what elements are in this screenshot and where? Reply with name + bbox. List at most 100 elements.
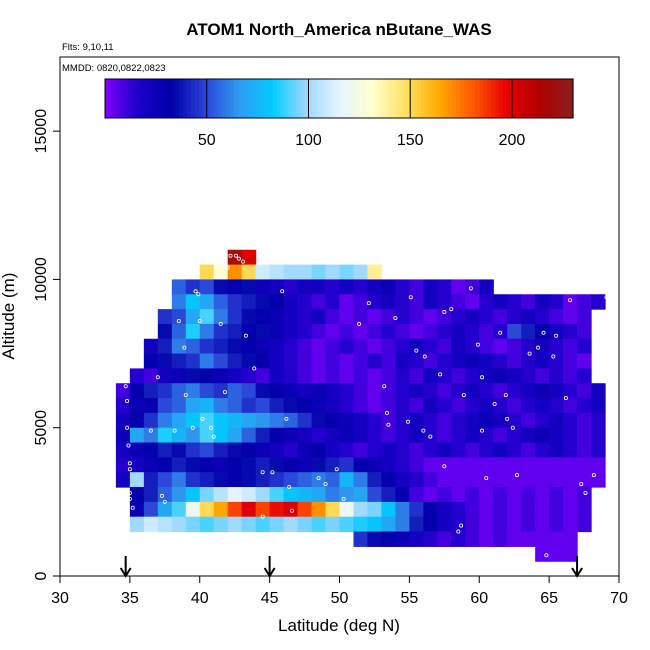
heatmap-cell (521, 368, 536, 384)
heatmap-cell (269, 487, 285, 503)
sample-point (551, 354, 556, 359)
heatmap-cell (283, 398, 299, 414)
heatmap-cell (157, 487, 173, 503)
heatmap-cell (381, 294, 396, 310)
heatmap-cell (563, 457, 578, 473)
x-tick-label: 65 (540, 590, 558, 607)
heatmap-cell (311, 442, 327, 458)
heatmap-cell (353, 398, 369, 414)
heatmap-cell (227, 353, 243, 369)
heatmap-cell (381, 338, 396, 355)
colorbar-swatch (179, 79, 184, 118)
heatmap-cell (577, 368, 592, 384)
heatmap-cell (213, 309, 229, 325)
colorbar-swatch (112, 79, 118, 118)
sample-point (160, 493, 165, 498)
heatmap-cell (157, 501, 173, 518)
heatmap-cell (381, 442, 396, 458)
heatmap-cell (395, 487, 410, 503)
heatmap-cell (395, 427, 410, 444)
heatmap-cell (185, 279, 201, 295)
heatmap-cell (409, 323, 424, 340)
heatmap-cell (395, 412, 410, 429)
heatmap-cell (465, 501, 480, 518)
heatmap-cell (353, 294, 369, 310)
heatmap-cell (283, 427, 299, 444)
heatmap-cell (535, 353, 550, 369)
heatmap-cell (241, 264, 257, 281)
heatmap-cell (479, 501, 494, 518)
heatmap-cell (339, 442, 355, 458)
heatmap-cell (423, 323, 438, 340)
sample-point (449, 307, 454, 312)
colorbar-swatch (276, 79, 282, 118)
heatmap-cell (479, 412, 494, 429)
heatmap-cell (423, 338, 438, 355)
heatmap-cell (227, 249, 243, 266)
heatmap-cell (339, 368, 355, 384)
colorbar-swatch (401, 79, 406, 118)
heatmap-cell (521, 531, 536, 547)
heatmap-cell (129, 442, 145, 458)
heatmap-cell (353, 427, 369, 444)
heatmap-cell (409, 531, 424, 547)
heatmap-cell (199, 383, 215, 399)
colorbar-swatch (502, 79, 508, 118)
x-axis: 30 35 40 45 50 55 60 65 70 (51, 576, 628, 607)
heatmap-cell (409, 487, 424, 503)
heatmap-cell (171, 398, 187, 414)
heatmap-cell (199, 457, 215, 473)
heatmap-cell (451, 487, 466, 503)
heatmap-cell (171, 368, 187, 384)
heatmap-cell (437, 368, 452, 384)
heatmap-cell (129, 472, 145, 488)
x-axis-label: Latitude (deg N) (278, 616, 400, 635)
sample-point (176, 318, 181, 323)
heatmap-cell (325, 442, 341, 458)
colorbar-swatch (268, 79, 274, 118)
colorbar-swatch (491, 79, 496, 118)
heatmap-cell (367, 309, 383, 325)
heatmap-cell (465, 323, 480, 340)
y-tick-label: 10000 (33, 257, 50, 302)
heatmap-cell (185, 487, 201, 503)
sample-point (225, 265, 230, 270)
heatmap-cell (339, 338, 355, 355)
sample-point (385, 410, 390, 415)
heatmap-cell (465, 353, 480, 369)
heatmap-cell (325, 412, 341, 429)
heatmap-cell (269, 323, 285, 340)
sample-point (252, 366, 257, 371)
colorbar-swatch (323, 79, 328, 118)
heatmap-cell (115, 398, 131, 414)
heatmap-cell (325, 309, 341, 325)
colorbar-swatch (237, 79, 243, 118)
heatmap-cell (185, 427, 201, 444)
heatmap-cell (241, 249, 257, 266)
heatmap-cell (241, 353, 257, 369)
sample-point (386, 422, 391, 427)
heatmap-cell (395, 472, 410, 488)
heatmap-cell (535, 398, 550, 414)
heatmap-cell (199, 427, 215, 444)
y-axis-label: Altitude (m) (0, 273, 18, 360)
heatmap-cell (143, 383, 159, 399)
heatmap-cell (437, 294, 452, 310)
heatmap-cell (297, 279, 313, 295)
colorbar-swatch (444, 79, 449, 118)
y-axis: 0 5000 10000 15000 (33, 109, 60, 580)
colorbar-swatch (456, 79, 461, 118)
heatmap-cell (381, 323, 396, 340)
heatmap-cell (185, 294, 201, 310)
heatmap-cell (367, 398, 383, 414)
heatmap-cell (255, 279, 271, 295)
heatmap-cell (535, 368, 550, 384)
heatmap-cell (353, 501, 369, 518)
heatmap-cell (395, 531, 410, 547)
heatmap-cell (157, 323, 173, 340)
heatmap-cell (423, 294, 438, 310)
heatmap-cell (437, 501, 452, 518)
heatmap-cell (185, 501, 201, 518)
heatmap-cell (199, 398, 215, 414)
heatmap-cell (143, 516, 159, 533)
